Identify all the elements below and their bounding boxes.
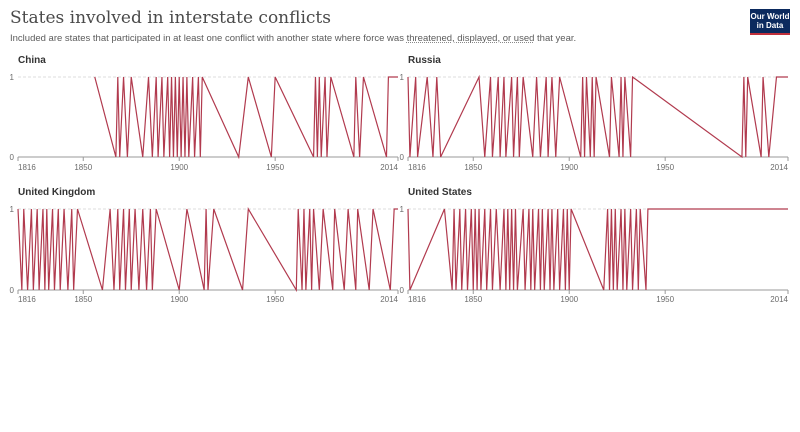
y-tick-label: 0 bbox=[10, 153, 15, 162]
x-tick-label: 2014 bbox=[770, 295, 788, 304]
y-tick-label: 0 bbox=[400, 286, 405, 295]
x-tick-label: 2014 bbox=[770, 163, 788, 172]
series-line-united-kingdom[interactable] bbox=[17, 207, 398, 293]
x-tick-label: 1816 bbox=[408, 295, 426, 304]
x-tick-label: 1850 bbox=[74, 163, 92, 172]
x-tick-label: 1900 bbox=[170, 295, 188, 304]
x-tick-label: 1900 bbox=[170, 163, 188, 172]
x-tick-label: 1900 bbox=[560, 295, 578, 304]
y-tick-label: 0 bbox=[400, 153, 405, 162]
x-tick-label: 1900 bbox=[560, 163, 578, 172]
owid-logo[interactable]: Our World in Data bbox=[750, 9, 790, 35]
x-tick-label: 1850 bbox=[464, 295, 482, 304]
chart-panel-china: China 0 1 1816 1850 1900 1950 2014 bbox=[10, 55, 399, 172]
chart-title: States involved in interstate conflicts bbox=[10, 8, 331, 28]
x-tick-label: 1950 bbox=[656, 163, 674, 172]
panel-title: Russia bbox=[408, 55, 441, 66]
x-tick-label: 1816 bbox=[18, 163, 36, 172]
x-tick-label: 2014 bbox=[380, 295, 398, 304]
x-tick-label: 1950 bbox=[656, 295, 674, 304]
chart-panel-united-states: United States 0 1 1816 1850 1900 1950 2014 bbox=[400, 187, 789, 304]
x-tick-label: 1950 bbox=[266, 163, 284, 172]
subtitle-text-after: that year. bbox=[534, 33, 577, 44]
y-tick-label: 1 bbox=[10, 205, 15, 214]
y-tick-label: 0 bbox=[10, 286, 15, 295]
x-tick-label: 1850 bbox=[74, 295, 92, 304]
subtitle-link[interactable]: threatened, displayed, or used bbox=[406, 33, 535, 44]
panel-title: China bbox=[18, 55, 46, 66]
series-line-russia[interactable] bbox=[407, 74, 788, 159]
chart-panel-united-kingdom: United Kingdom 0 1 1816 1850 1900 1950 2014 bbox=[10, 187, 399, 304]
logo-line-1: Our World bbox=[750, 12, 790, 21]
y-tick-label: 1 bbox=[10, 73, 15, 82]
x-tick-label: 2014 bbox=[380, 163, 398, 172]
x-tick-label: 1816 bbox=[18, 295, 36, 304]
series-line-united-states[interactable] bbox=[407, 208, 788, 291]
subtitle-text-before: Included are states that participated in… bbox=[10, 33, 407, 44]
x-tick-label: 1816 bbox=[408, 163, 426, 172]
chart-subtitle: Included are states that participated in… bbox=[10, 33, 576, 44]
panel-title: United Kingdom bbox=[18, 187, 95, 198]
y-tick-label: 1 bbox=[400, 205, 405, 214]
panel-title: United States bbox=[408, 187, 472, 198]
x-tick-label: 1850 bbox=[464, 163, 482, 172]
y-tick-label: 1 bbox=[400, 73, 405, 82]
logo-line-2: in Data bbox=[756, 21, 784, 30]
series-line-china[interactable] bbox=[94, 76, 398, 160]
chart-panel-russia: Russia 0 1 1816 1850 1900 1950 2014 bbox=[400, 55, 789, 172]
x-tick-label: 1950 bbox=[266, 295, 284, 304]
